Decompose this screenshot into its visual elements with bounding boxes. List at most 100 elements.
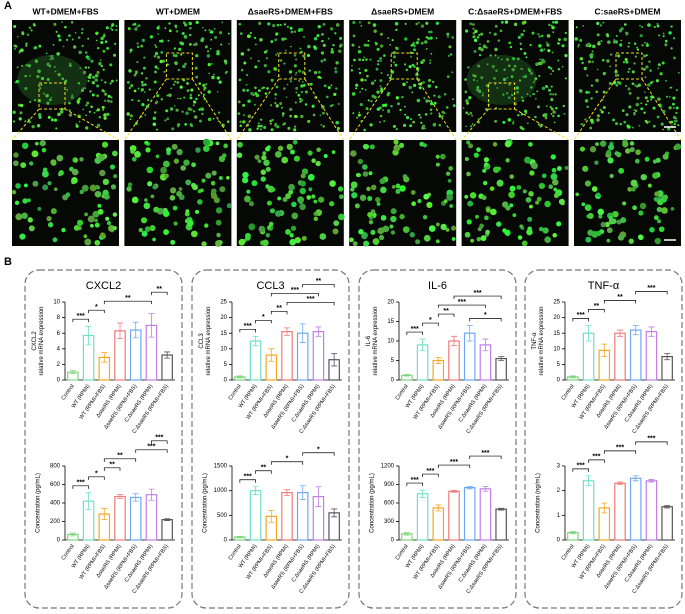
significance-bracket [103,300,152,305]
significance-bracket [437,304,486,309]
dot [68,113,73,117]
dot [363,128,367,132]
dot [100,64,103,68]
dot [53,118,58,122]
dot [597,208,604,216]
dot [323,153,328,159]
bar [432,507,445,541]
significance-bracket [572,468,589,472]
error-bar [315,486,322,507]
dot [186,89,190,92]
micrograph [461,20,569,132]
dot [352,112,355,115]
dot [192,110,196,113]
dot [77,82,81,85]
dot [313,211,318,216]
dot [377,59,380,63]
dot [279,23,282,27]
dot [109,95,112,98]
dot [582,165,589,172]
dot [493,76,496,80]
dot [550,154,556,160]
dot [505,158,510,163]
dot [555,107,558,110]
significance-bracket [635,441,668,445]
dot [87,75,91,79]
dot [527,122,529,125]
dot [126,186,132,192]
dot [254,65,258,69]
dot [270,40,274,44]
dot [40,83,43,87]
dot [14,47,16,50]
dot [156,55,161,59]
dot [81,32,84,34]
error-bar [585,475,592,487]
dot [195,20,199,25]
y-tick-label: 600 [50,482,61,488]
dot [607,112,611,115]
micrograph-dots [350,20,456,132]
dot [646,99,649,103]
dot [606,238,611,243]
dot [48,64,52,68]
dot [77,102,80,105]
zoom-box [615,52,643,80]
dot [137,45,140,49]
dot [476,147,481,152]
dot [267,225,272,230]
dot [247,48,250,52]
dot [437,95,441,99]
y-axis-label: Concentration (pg/mL) [36,473,42,533]
dot [617,234,625,241]
dot [506,58,509,62]
dot [127,182,133,187]
dot [404,22,407,25]
dot [219,186,226,193]
dot [320,59,324,63]
dot [243,61,247,65]
dot [441,110,445,114]
dot [104,40,108,43]
significance-label: *** [592,454,600,461]
dot [447,54,450,57]
dot [104,100,107,102]
dot [615,83,619,87]
dot [282,123,285,126]
dot [204,223,209,228]
dot [624,58,628,62]
dot [206,54,211,58]
y-tick-label: 200 [50,519,61,525]
dot [199,188,204,193]
dot [525,196,532,203]
dot [103,113,107,117]
error-bar [419,489,426,498]
dot [652,124,656,128]
dot [152,122,157,126]
dot [656,24,660,28]
dot [133,22,137,26]
dot [115,79,118,82]
error-bar [585,325,592,342]
dot [216,232,221,238]
dot [421,59,426,63]
dot [653,215,659,221]
x-tick-label: Control [61,544,76,562]
dot [97,203,102,208]
dot [149,225,156,232]
group-title: TNF-α [588,280,620,292]
dot [269,122,273,125]
dot [557,59,560,62]
dot [180,41,185,46]
dot [473,152,479,158]
dot [289,238,297,246]
dot [316,147,321,153]
dot [298,69,302,73]
dot [677,71,680,74]
dot [447,178,452,183]
dot [350,187,355,192]
bar [495,508,507,541]
dot [87,37,90,40]
zoom-line [348,78,392,141]
dot [564,54,568,58]
